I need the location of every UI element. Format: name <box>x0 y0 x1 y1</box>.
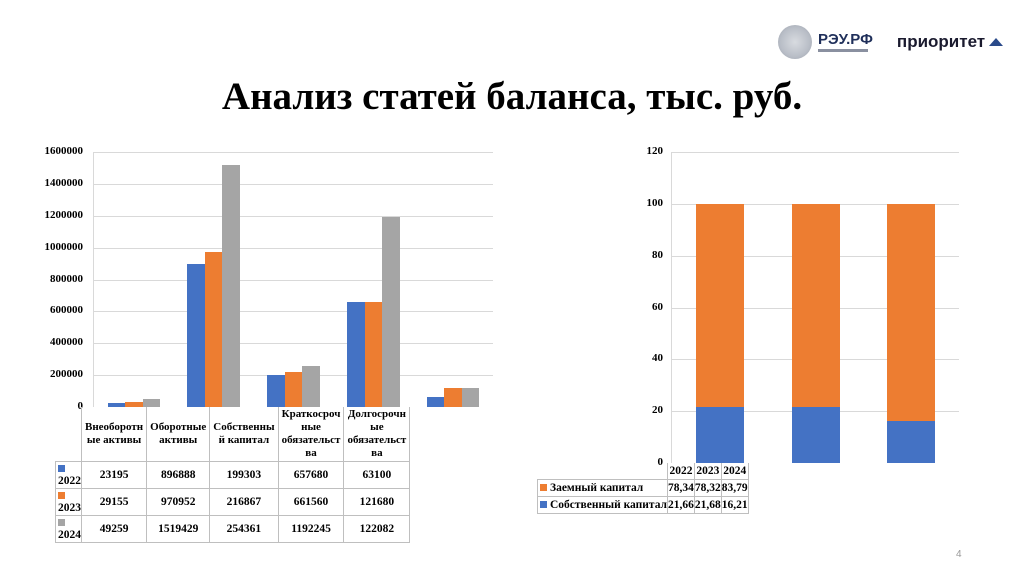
bar-2024 <box>222 164 240 407</box>
table-row: 2024 49259 1519429 254361 1192245 122082 <box>55 515 411 543</box>
bar-2023 <box>444 387 462 407</box>
table-cell: 63100 <box>343 461 411 489</box>
bar-2024 <box>382 217 400 407</box>
legend-swatch <box>58 518 65 526</box>
y-tick-label: 60 <box>652 300 663 313</box>
gridline <box>94 279 493 281</box>
table-cell: 21,66 <box>667 496 695 514</box>
table-cell: 121680 <box>343 488 411 516</box>
table-cell: 970952 <box>146 488 211 516</box>
stacked-bar-segment <box>791 406 840 463</box>
y-tick-label: 40 <box>652 352 663 365</box>
y-tick-label: 1600000 <box>44 145 84 157</box>
y-tick-label: 800000 <box>50 272 83 285</box>
stacked-bar-segment <box>695 203 744 407</box>
gridline <box>94 215 493 217</box>
table-cell: 216867 <box>209 488 279 516</box>
table-cell: 78,32 <box>693 479 722 497</box>
emblem-icon <box>778 25 812 59</box>
category-label: Краткосроч ные обязательст ва <box>277 407 345 462</box>
bar-2023 <box>284 372 303 407</box>
table-cell: 1519429 <box>146 515 211 543</box>
category-label: 2023 <box>693 463 722 480</box>
chart1-data-table: Внеоборотн ые активы Оборотные активы Собс… <box>55 407 411 543</box>
table-row: 2023 29155 970952 216867 661560 121680 <box>55 488 411 516</box>
category-label: Долгосрочн ые обязательст ва <box>343 407 411 462</box>
page-number: 4 <box>956 549 962 560</box>
table-cell: 199303 <box>209 461 279 489</box>
category-label: Внеоборотн ые активы <box>80 407 148 462</box>
gridline <box>94 183 493 185</box>
bar-2022 <box>107 403 126 407</box>
legend-swatch <box>58 491 65 499</box>
y-tick-label: 200000 <box>50 368 83 381</box>
table-cell: 29155 <box>80 488 148 516</box>
table-cell: 657680 <box>277 461 345 489</box>
gridline <box>94 343 493 345</box>
stacked-bar-segment <box>695 406 744 463</box>
gridline <box>94 311 493 313</box>
bar-2024 <box>302 366 320 407</box>
gridline <box>94 247 493 249</box>
y-tick-label: 0 <box>657 456 664 468</box>
legend-swatch <box>540 501 547 509</box>
table-cell: 661560 <box>277 488 345 516</box>
y-tick-label: 400000 <box>50 336 83 349</box>
category-label: Собственны й капитал <box>209 407 279 462</box>
table-cell: 21,68 <box>693 496 722 514</box>
y-tick-label: 1400000 <box>44 176 84 189</box>
bar-2022 <box>347 302 365 407</box>
bar-2022 <box>426 396 445 407</box>
table-cell: 16,21 <box>720 496 749 514</box>
y-tick-label: 0 <box>77 400 84 412</box>
chart2-plot-area <box>671 152 959 463</box>
category-label: 2022 <box>667 463 695 480</box>
bar-2023 <box>204 252 223 407</box>
y-tick-label: 600000 <box>50 304 83 317</box>
stacked-bar-segment <box>887 421 936 463</box>
table-cell: 896888 <box>146 461 211 489</box>
table-cell: 49259 <box>80 515 148 543</box>
table-cell: 23195 <box>80 461 148 489</box>
y-tick-label: 120 <box>646 145 664 157</box>
arrow-up-icon <box>989 38 1004 46</box>
bar-2023 <box>364 301 383 407</box>
bar-2022 <box>187 264 205 407</box>
stacked-bar-segment <box>791 203 840 407</box>
priority-logo: приоритет <box>897 32 1004 52</box>
legend-swatch <box>58 464 65 472</box>
y-tick-label: 100 <box>646 196 664 209</box>
y-tick-label: 1000000 <box>44 240 84 253</box>
stacked-bar-segment <box>887 203 936 421</box>
bar-2024 <box>142 399 161 407</box>
table-row: 2022 23195 896888 199303 657680 63100 <box>55 461 411 489</box>
chart1-plot-area <box>93 152 493 407</box>
table-row: Собственный капитал 21,66 21,68 16,21 <box>537 496 749 514</box>
bar-2024 <box>461 387 480 407</box>
gridline <box>672 152 959 153</box>
gridline <box>94 152 493 153</box>
y-tick-label: 20 <box>652 404 663 417</box>
rzu-logo: РЭУ.РФ <box>818 32 873 52</box>
table-row: Заемный капитал 78,34 78,32 83,79 <box>537 479 749 497</box>
table-cell: 83,79 <box>720 479 749 497</box>
bar-2022 <box>267 375 285 407</box>
table-cell: 78,34 <box>667 479 695 497</box>
y-tick-label: 1200000 <box>44 208 84 221</box>
table-cell: 254361 <box>209 515 279 543</box>
header-logos: РЭУ.РФ приоритет <box>778 22 1004 62</box>
y-tick-label: 80 <box>652 248 663 261</box>
table-cell: 122082 <box>343 515 411 543</box>
category-label: 2024 <box>720 463 749 480</box>
table-cell: 1192245 <box>277 515 345 543</box>
chart2-data-table: 2022 2023 2024 Заемный капитал 78,34 78,32 83,… <box>537 463 749 514</box>
category-label: Оборотные активы <box>146 407 211 462</box>
page-title: Анализ статей баланса, тыс. руб. <box>221 75 803 118</box>
bar-2023 <box>125 402 143 407</box>
legend-swatch <box>540 484 547 492</box>
